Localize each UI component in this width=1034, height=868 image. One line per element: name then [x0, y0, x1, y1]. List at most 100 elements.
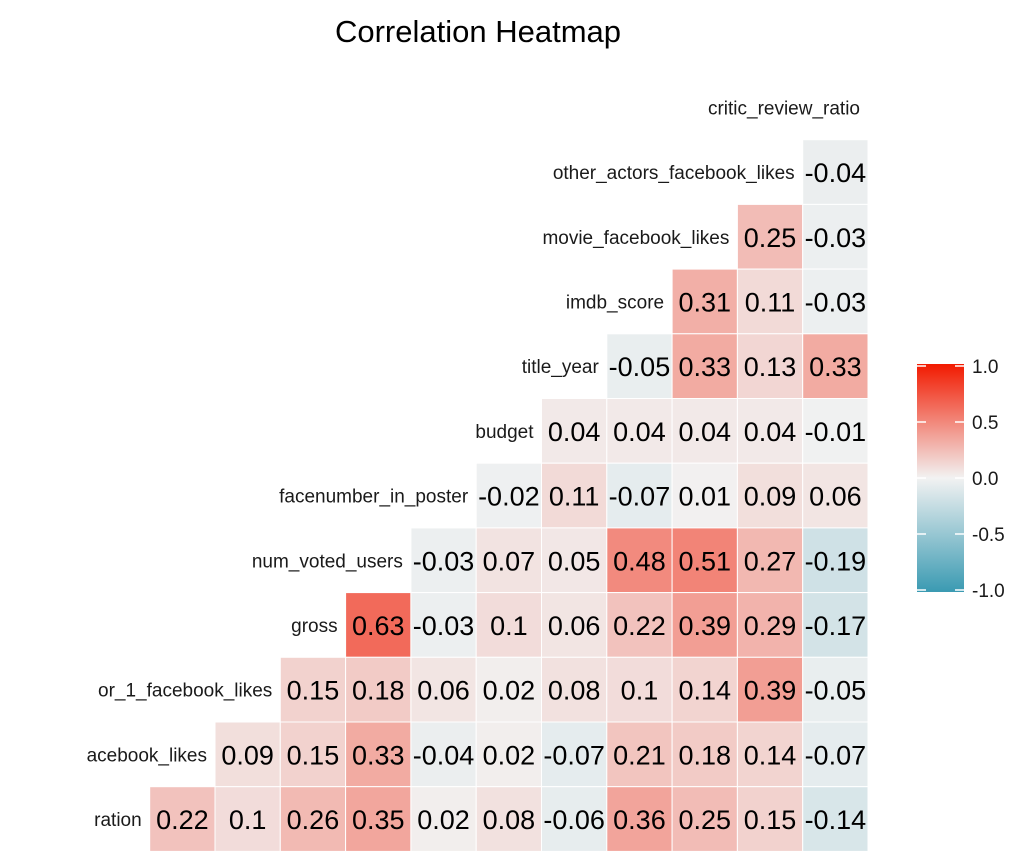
cell-value-label: 0.27 — [744, 546, 797, 576]
heatmap-cell — [541, 721, 608, 788]
heatmap-cell — [410, 592, 477, 658]
heatmap-cell — [345, 656, 412, 723]
cell-value-label: 0.63 — [352, 611, 405, 641]
cell-value-label: 0.04 — [613, 417, 666, 447]
heatmap-cell — [671, 462, 738, 529]
heatmap-cell — [802, 398, 869, 464]
heatmap-cell — [802, 527, 869, 594]
heatmap-cell — [345, 592, 412, 658]
cell-value-label: 0.35 — [352, 805, 405, 835]
heatmap-cell — [541, 656, 608, 723]
cell-value-label: -0.03 — [413, 611, 475, 641]
cell-value-label: 0.06 — [548, 611, 601, 641]
heatmap-cell — [606, 786, 673, 852]
heatmap-cell — [410, 527, 477, 594]
cell-value-label: -0.07 — [543, 740, 605, 770]
cell-value-label: 0.33 — [352, 740, 405, 770]
cell-value-label: -0.03 — [805, 223, 867, 253]
cell-value-label: 0.15 — [287, 740, 340, 770]
cell-value-label: 0.11 — [745, 287, 796, 317]
cell-value-label: 0.22 — [613, 611, 666, 641]
cell-value-label: 0.22 — [156, 805, 209, 835]
legend-tick-label: -1.0 — [972, 581, 1005, 602]
cell-value-label: -0.04 — [805, 158, 867, 188]
heatmap-cell — [214, 721, 281, 788]
heatmap-cell — [671, 656, 738, 723]
heatmap-cell — [671, 398, 738, 464]
heatmap-cell — [736, 786, 804, 852]
cell-value-label: 0.06 — [809, 482, 862, 512]
cell-value-label: -0.05 — [609, 352, 671, 382]
heatmap-cell — [736, 592, 804, 658]
cell-value-label: 0.36 — [613, 805, 666, 835]
cell-value-label: 0.31 — [678, 287, 731, 317]
cell-value-label: -0.07 — [609, 482, 671, 512]
heatmap-cell — [802, 786, 869, 852]
cell-value-label: 0.39 — [744, 676, 797, 706]
cell-value-label: -0.07 — [805, 740, 867, 770]
row-label: or_1_facebook_likes — [98, 681, 272, 702]
color-legend: 1.0 0.5 0.0 -0.5 -1.0 — [917, 357, 1005, 602]
row-label: other_actors_facebook_likes — [553, 163, 795, 184]
heatmap-cell — [802, 333, 869, 399]
heatmap-cell — [475, 721, 543, 788]
cell-value-label: 0.04 — [678, 417, 731, 447]
heatmap-cell — [475, 527, 543, 594]
heatmap-cell — [671, 786, 738, 852]
cell-value-label: 0.04 — [548, 417, 601, 447]
row-label: budget — [475, 422, 534, 443]
cell-value-label: -0.04 — [413, 740, 475, 770]
cell-value-label: 0.29 — [744, 611, 797, 641]
heatmap-cell — [802, 721, 869, 788]
cell-value-label: 0.04 — [744, 417, 797, 447]
cell-value-label: 0.05 — [548, 546, 601, 576]
cell-value-label: 0.39 — [678, 611, 731, 641]
cell-value-label: -0.01 — [805, 417, 867, 447]
cell-value-label: 0.33 — [809, 352, 862, 382]
cell-value-label: 0.08 — [548, 676, 601, 706]
heatmap-cell — [606, 527, 673, 594]
cell-value-label: 0.18 — [678, 740, 731, 770]
cell-value-label: 0.14 — [678, 676, 731, 706]
heatmap-cell — [541, 527, 608, 594]
cell-value-label: 0.1 — [229, 805, 267, 835]
cell-value-label: 0.06 — [417, 676, 470, 706]
heatmap-cell — [475, 592, 543, 658]
heatmap-cell — [541, 462, 608, 529]
cell-value-label: -0.06 — [543, 805, 605, 835]
cell-value-label: -0.02 — [478, 482, 540, 512]
cell-value-label: 0.26 — [287, 805, 340, 835]
heatmap-cell — [802, 592, 869, 658]
row-label: critic_review_ratio — [708, 98, 860, 119]
cell-value-label: 0.1 — [490, 611, 528, 641]
cell-value-label: 0.09 — [744, 482, 797, 512]
cell-value-label: 0.08 — [483, 805, 536, 835]
cell-value-label: 0.14 — [744, 740, 797, 770]
cell-value-label: 0.13 — [744, 352, 797, 382]
cell-value-label: 0.15 — [744, 805, 797, 835]
cell-value-label: 0.02 — [483, 676, 536, 706]
row-label: num_voted_users — [252, 551, 403, 572]
heatmap-cell — [736, 656, 804, 723]
row-label: imdb_score — [566, 292, 664, 313]
cell-value-label: 0.18 — [352, 676, 405, 706]
heatmap-cell — [279, 721, 347, 788]
cell-value-label: -0.14 — [805, 805, 867, 835]
row-label: movie_facebook_likes — [542, 228, 729, 249]
cell-value-label: -0.17 — [805, 611, 867, 641]
heatmap-cell — [736, 462, 804, 529]
cell-value-label: -0.05 — [805, 676, 867, 706]
row-label: ration — [94, 810, 142, 831]
cell-value-label: 0.25 — [744, 223, 797, 253]
legend-tick-label: 0.0 — [972, 469, 998, 490]
heatmap-cell — [736, 398, 804, 464]
heatmap-cell — [802, 139, 869, 205]
cell-value-label: -0.19 — [805, 546, 867, 576]
heatmap-cell — [475, 462, 543, 529]
row-label: gross — [291, 616, 337, 637]
heatmap-cell — [671, 527, 738, 594]
cell-value-label: 0.1 — [621, 676, 659, 706]
heatmap-cell — [149, 786, 216, 852]
cell-value-label: 0.02 — [417, 805, 470, 835]
